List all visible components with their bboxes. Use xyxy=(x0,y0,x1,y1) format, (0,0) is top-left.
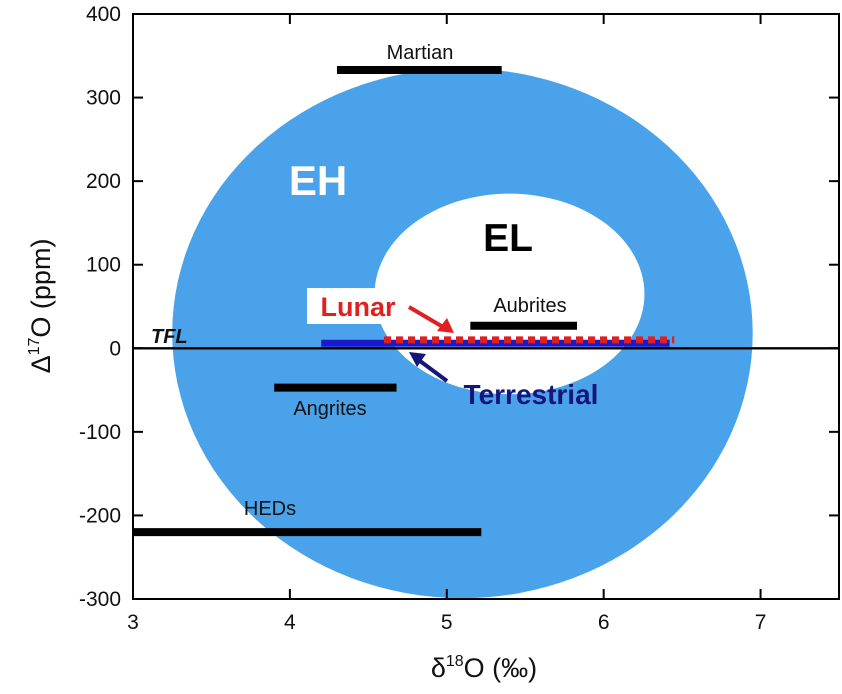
y-tick-label: -100 xyxy=(79,421,121,444)
terrestrial-arrow xyxy=(409,352,449,383)
y-tick-label: 200 xyxy=(86,170,121,193)
x-tick-label: 7 xyxy=(755,611,767,634)
tfl-label: TFL xyxy=(151,326,188,348)
aubrites-label: Aubrites xyxy=(493,295,566,317)
y-tick-label: 400 xyxy=(86,3,121,26)
lunar-arrow xyxy=(407,305,454,333)
y-tick-label: 300 xyxy=(86,87,121,110)
y-tick-label: 0 xyxy=(109,337,121,360)
heds-label: HEDs xyxy=(244,498,296,520)
el-region-label: EL xyxy=(483,217,533,260)
x-axis-title: δ18O (‰) xyxy=(431,653,537,683)
x-tick-label: 5 xyxy=(441,611,453,634)
terrestrial-label: Terrestrial xyxy=(464,379,599,410)
x-tick-label: 6 xyxy=(598,611,610,634)
martian-label: Martian xyxy=(387,42,454,64)
plot-area xyxy=(133,65,839,599)
eh-region-label: EH xyxy=(289,157,347,204)
lunar-label: Lunar xyxy=(320,292,395,322)
y-tick-label: 100 xyxy=(86,254,121,277)
angrites-label: Angrites xyxy=(293,398,366,420)
x-tick-label: 3 xyxy=(127,611,139,634)
axes-layer: 3 4 5 6 7 -300 -200 -100 0 100 200 300 400 xyxy=(79,3,840,634)
y-tick-label: -300 xyxy=(79,588,121,611)
y-axis-title: Δ17O (ppm) xyxy=(26,239,56,374)
plot-frame xyxy=(132,13,840,600)
y-tick-label: -200 xyxy=(79,504,121,527)
x-tick-label: 4 xyxy=(284,611,296,634)
lunar-label-background xyxy=(307,288,409,324)
